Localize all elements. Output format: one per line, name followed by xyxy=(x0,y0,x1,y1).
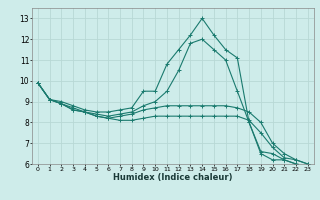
X-axis label: Humidex (Indice chaleur): Humidex (Indice chaleur) xyxy=(113,173,233,182)
